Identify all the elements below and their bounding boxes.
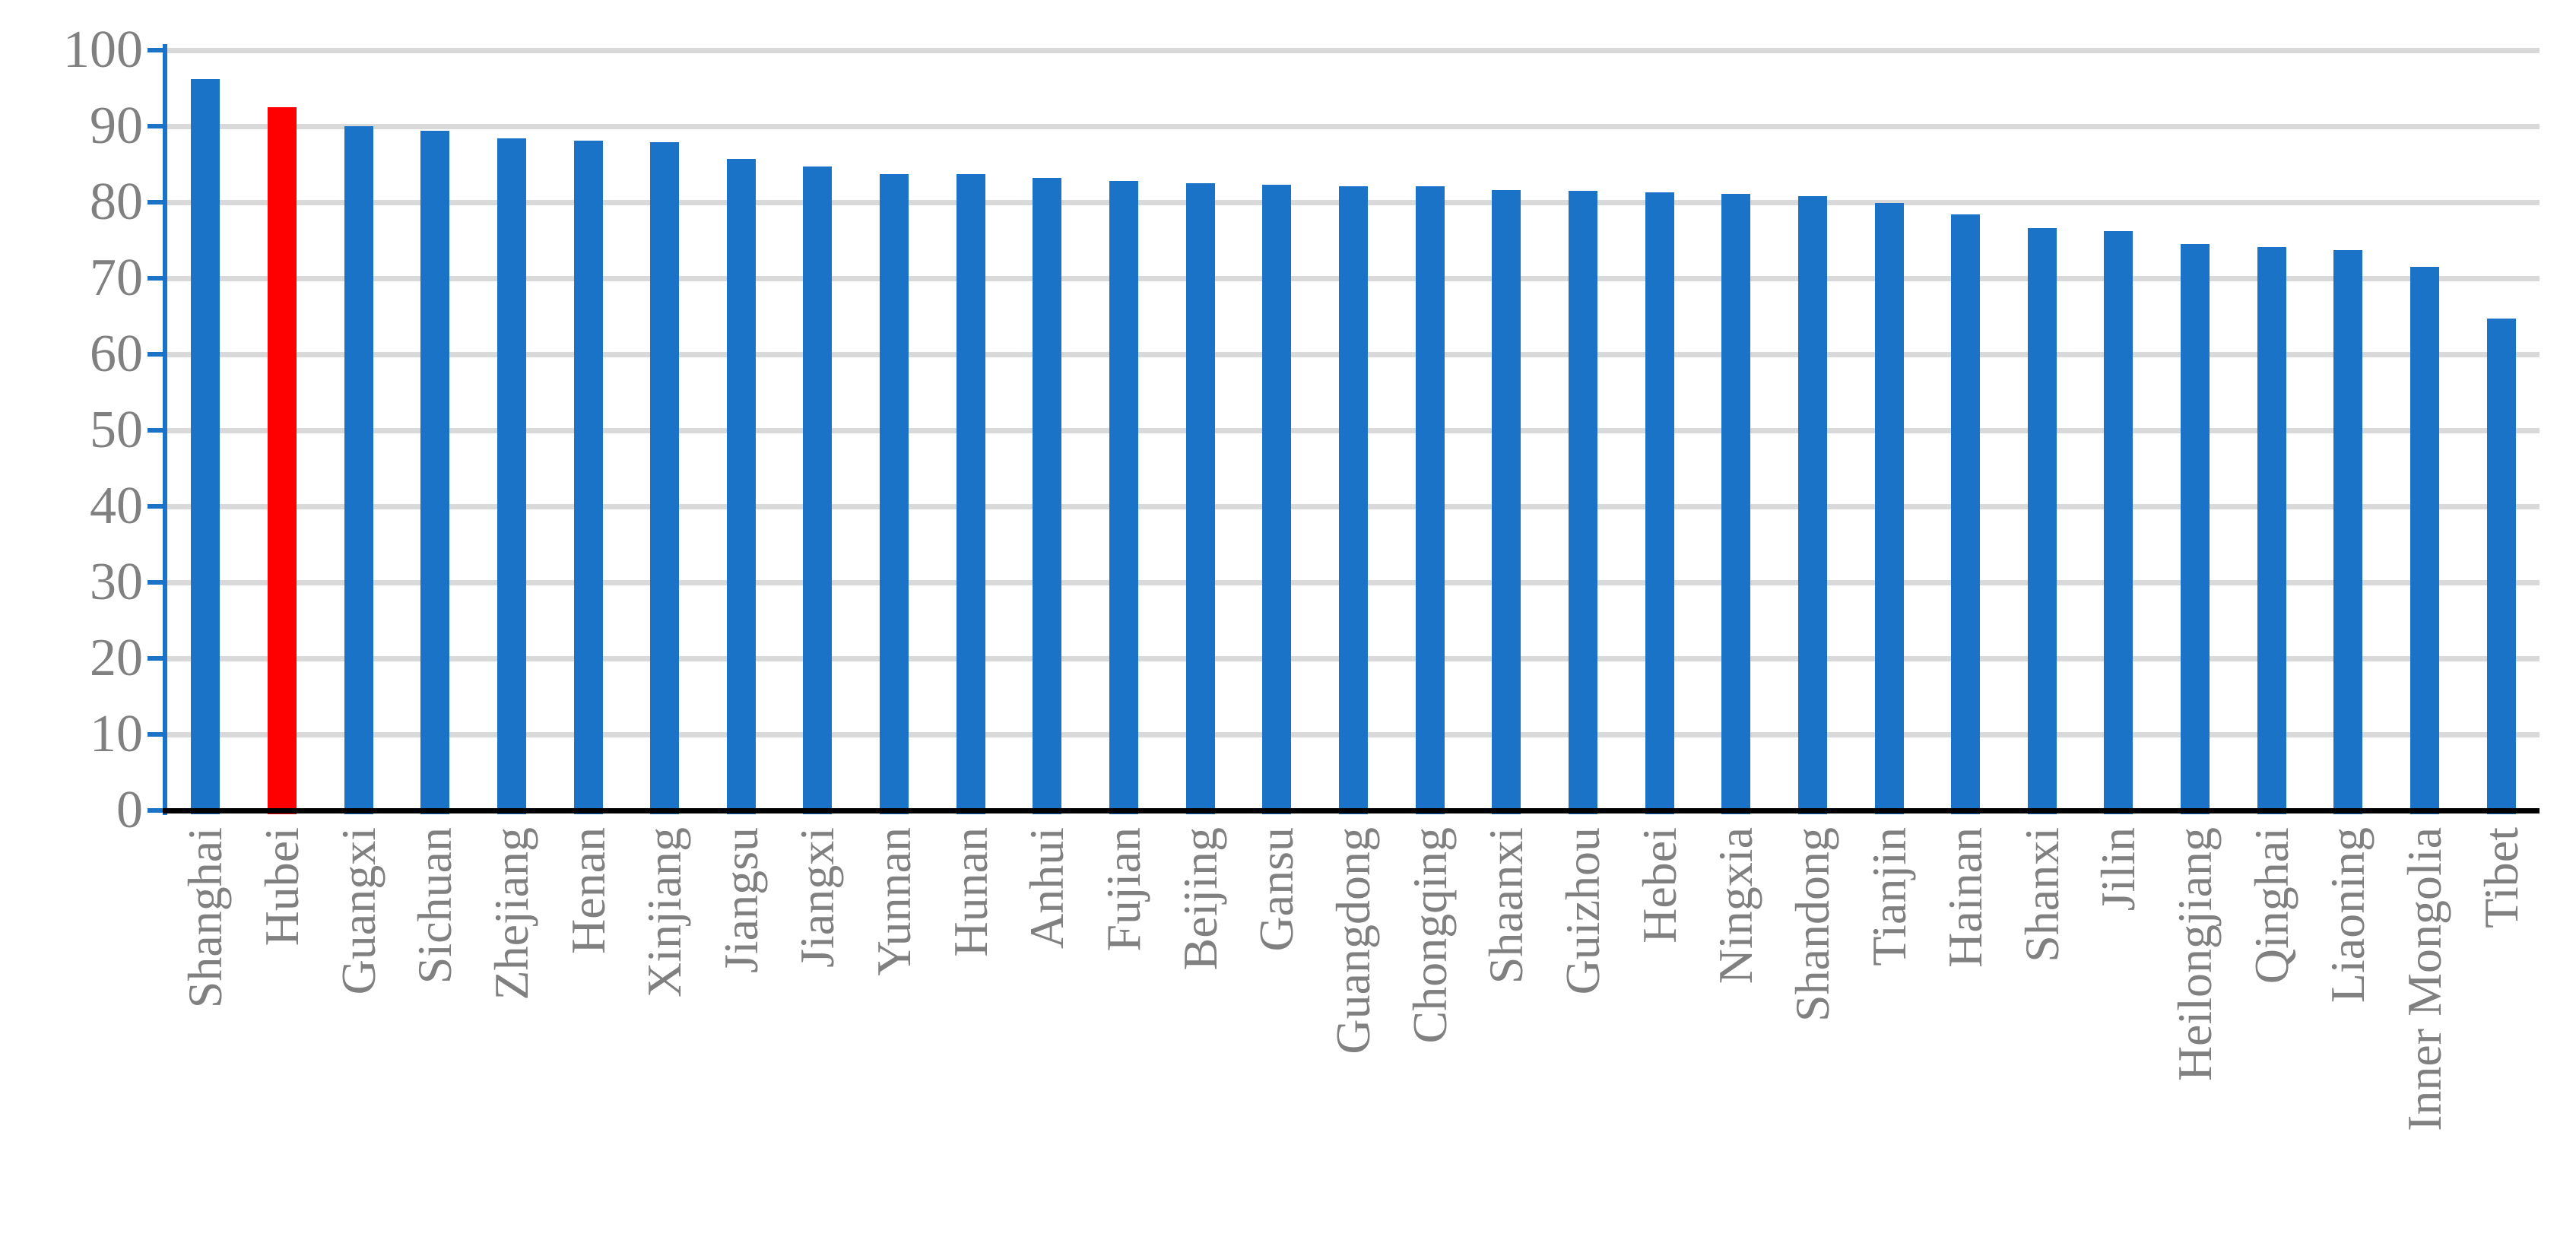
x-axis-label-hubei: Hubei [254, 827, 309, 947]
x-axis-label-hunan: Hunan [943, 827, 998, 957]
x-axis-label-zhejiang: Zhejiang [484, 827, 538, 1001]
y-axis-label-10: 10 [90, 705, 143, 763]
y-axis-label-20: 20 [90, 629, 143, 687]
y-axis-tick-50 [148, 428, 167, 433]
x-axis-line [163, 808, 2540, 813]
bar-jiangxi [803, 166, 833, 814]
y-axis-label-0: 0 [116, 781, 143, 839]
x-axis-label-jiangsu: Jiangsu [713, 827, 768, 973]
bar-inner-mongolia [2410, 267, 2440, 814]
bar-henan [573, 141, 603, 814]
y-axis-tick-90 [148, 124, 167, 128]
x-axis-label-beijing: Beijing [1172, 827, 1227, 971]
y-axis-tick-100 [148, 48, 167, 52]
bar-shanghai [191, 79, 220, 814]
x-axis-label-chongqing: Chongqing [1402, 827, 1457, 1044]
bar-guangdong [1339, 186, 1368, 814]
x-axis-label-hebei: Hebei [1632, 827, 1686, 943]
y-axis-label-90: 90 [90, 97, 143, 155]
bar-gansu [1262, 185, 1292, 814]
bar-hunan [956, 174, 985, 814]
x-axis-label-liaoning: Liaoning [2321, 827, 2375, 1004]
bar-heilongjiang [2181, 244, 2210, 814]
gridline-100 [167, 48, 2540, 53]
y-axis-label-70: 70 [90, 249, 143, 307]
y-axis-label-30: 30 [90, 553, 143, 611]
x-axis-label-fujian: Fujian [1096, 827, 1151, 952]
x-axis-label-anhui: Anhui [1020, 827, 1074, 949]
x-axis-label-jiangxi: Jiangxi [790, 827, 845, 968]
bar-guizhou [1568, 191, 1597, 814]
bar-shaanxi [1492, 190, 1521, 814]
bar-hainan [1951, 214, 1981, 814]
x-axis-label-yunnan: Yunnan [867, 827, 922, 976]
x-axis-label-inner-mongolia: Inner Mongolia [2397, 827, 2452, 1131]
bar-guangxi [344, 126, 373, 814]
x-axis-label-shandong: Shandong [1784, 827, 1839, 1022]
x-axis-label-sichuan: Sichuan [408, 827, 462, 985]
x-axis-label-tibet: Tibet [2473, 827, 2528, 928]
x-axis-label-shanghai: Shanghai [178, 827, 233, 1009]
x-axis-label-jilin: Jilin [2091, 827, 2146, 912]
bar-yunnan [880, 174, 909, 814]
bar-shandong [1797, 196, 1827, 814]
x-axis-label-guizhou: Guizhou [1555, 827, 1610, 995]
y-axis-label-100: 100 [63, 21, 143, 79]
bar-chongqing [1415, 186, 1445, 814]
y-axis-tick-80 [148, 200, 167, 205]
bar-tibet [2486, 319, 2516, 814]
y-axis-tick-10 [148, 732, 167, 737]
y-axis-tick-20 [148, 656, 167, 661]
bar-ningxia [1721, 194, 1751, 814]
x-axis-label-qinghai: Qinghai [2244, 827, 2298, 985]
y-axis-tick-0 [148, 808, 167, 813]
bar-beijing [1185, 183, 1215, 814]
bar-hebei [1645, 192, 1674, 814]
x-axis-label-henan: Henan [560, 827, 615, 955]
bar-sichuan [420, 131, 450, 814]
bar-zhejiang [496, 138, 526, 814]
bar-tianjin [1874, 203, 1904, 814]
x-axis-label-ningxia: Ningxia [1708, 827, 1763, 985]
y-axis-tick-30 [148, 580, 167, 585]
x-axis-label-tianjin: Tianjin [1861, 827, 1916, 966]
bar-anhui [1033, 178, 1062, 814]
y-axis-label-40: 40 [90, 477, 143, 535]
x-axis-label-hainan: Hainan [1938, 827, 1993, 968]
bar-hubei [267, 107, 297, 814]
y-axis-label-80: 80 [90, 173, 143, 231]
x-axis-label-gansu: Gansu [1249, 827, 1304, 952]
bar-qinghai [2257, 247, 2286, 814]
x-axis-label-heilongjiang: Heilongjiang [2168, 827, 2222, 1082]
x-axis-label-guangxi: Guangxi [331, 827, 385, 995]
bar-liaoning [2333, 250, 2363, 814]
x-axis-label-guangdong: Guangdong [1326, 827, 1380, 1054]
gridline-90 [167, 124, 2540, 129]
y-axis-label-50: 50 [90, 401, 143, 459]
y-axis-label-60: 60 [90, 325, 143, 383]
bar-xinjiang [650, 142, 680, 814]
bar-shanxi [2027, 228, 2057, 814]
bar-jilin [2104, 231, 2133, 814]
x-axis-label-shanxi: Shanxi [2014, 827, 2069, 963]
bar-fujian [1109, 181, 1139, 814]
bar-jiangsu [726, 159, 756, 814]
x-axis-label-shaanxi: Shaanxi [1479, 827, 1534, 985]
x-axis-label-xinjiang: Xinjiang [637, 827, 692, 997]
y-axis-tick-70 [148, 276, 167, 281]
y-axis-tick-60 [148, 352, 167, 357]
y-axis-tick-40 [148, 504, 167, 509]
